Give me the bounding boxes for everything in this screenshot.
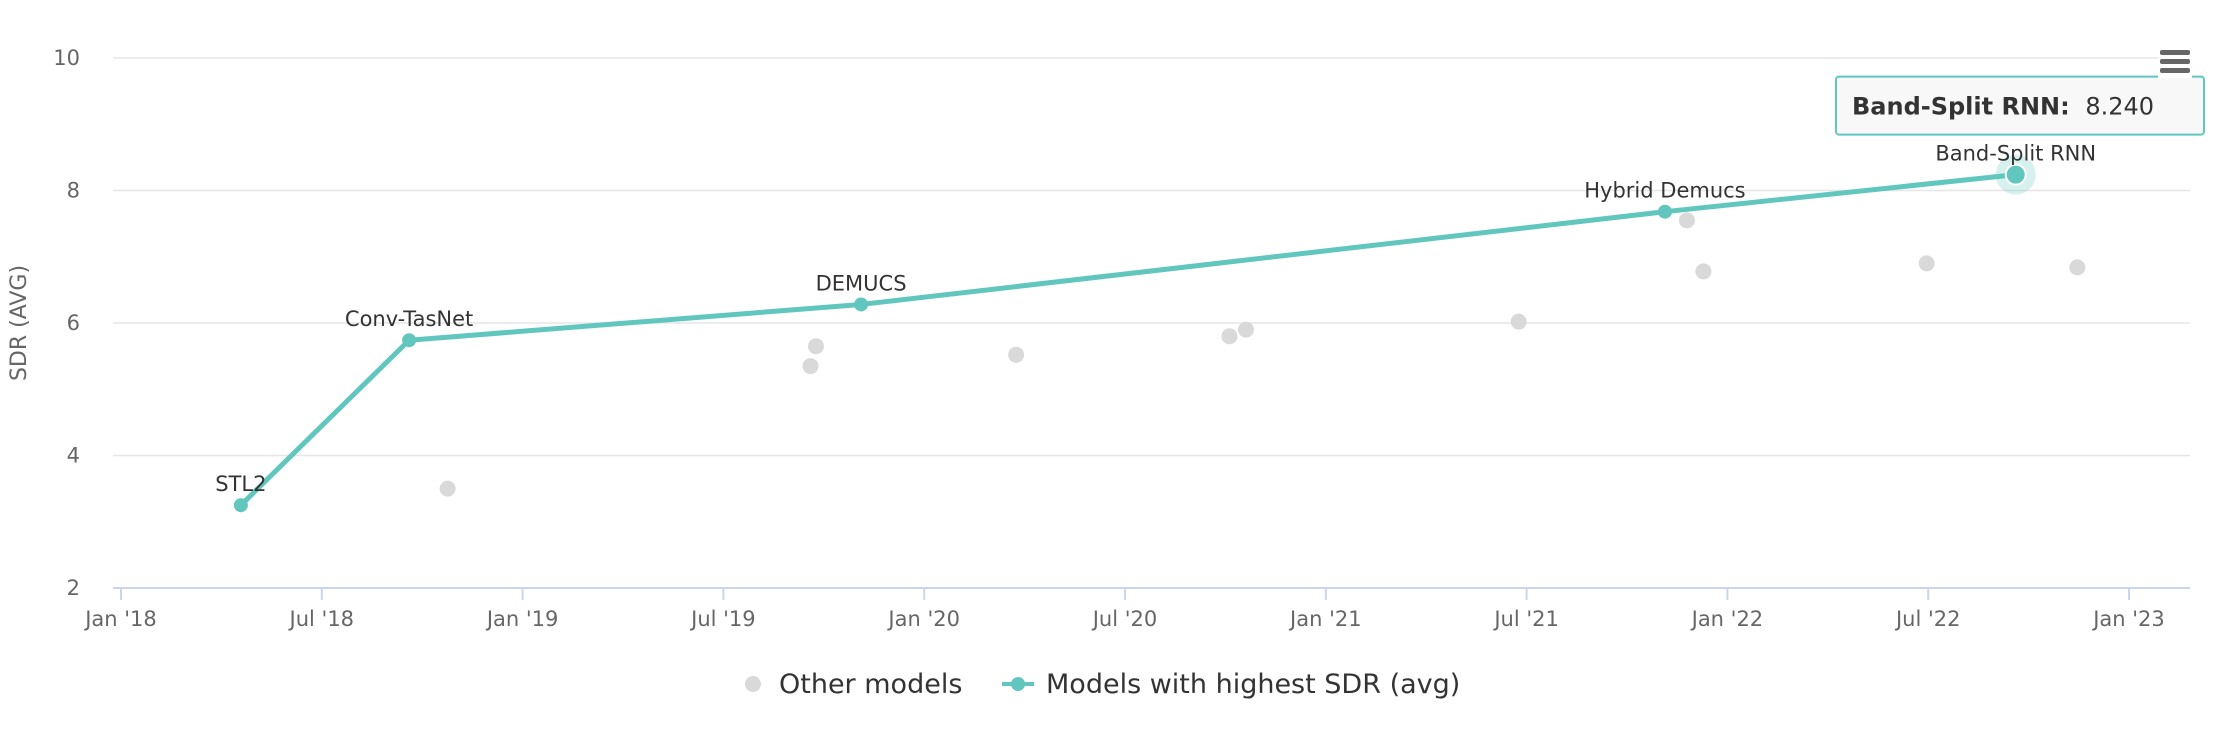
svg-text:Band-Split RNN: 8.240: Band-Split RNN: 8.240: [1852, 93, 2154, 121]
other-model-point: [1678, 212, 1695, 229]
x-tick-label: Jan '20: [886, 607, 960, 631]
other-model-point: [1237, 321, 1254, 338]
y-tick-label: 4: [67, 444, 80, 468]
tooltip-value: 8.240: [2085, 93, 2154, 121]
x-tick-label: Jul '21: [1492, 607, 1559, 631]
other-model-point: [1008, 346, 1025, 363]
legend-label-best: Models with highest SDR (avg): [1046, 669, 1460, 700]
x-tick-label: Jan '18: [83, 607, 157, 631]
other-model-point: [1695, 263, 1712, 280]
y-tick-label: 6: [67, 311, 80, 335]
x-tick-label: Jan '19: [485, 607, 559, 631]
other-model-point: [807, 338, 824, 355]
data-label: Hybrid Demucs: [1584, 179, 1745, 203]
other-model-point: [1221, 328, 1238, 345]
x-tick-label: Jan '22: [1690, 607, 1764, 631]
y-tick-label: 2: [67, 576, 80, 600]
x-tick-label: Jul '22: [1894, 607, 1961, 631]
x-tick-label: Jul '20: [1091, 607, 1158, 631]
legend-marker-other: [745, 676, 761, 692]
legend-item-best-models[interactable]: Models with highest SDR (avg): [1002, 669, 1460, 700]
best-model-point: [2004, 163, 2027, 186]
x-tick-label: Jan '23: [2091, 607, 2165, 631]
y-tick-label: 10: [53, 46, 80, 70]
legend-marker-best: [1011, 677, 1025, 691]
x-tick-label: Jul '19: [689, 607, 756, 631]
best-model-point: [1657, 204, 1672, 219]
other-model-point: [802, 358, 819, 375]
grid-lines: [113, 57, 2190, 457]
data-label: Band-Split RNN: [1935, 142, 2096, 166]
y-tick-label: 8: [67, 179, 80, 203]
best-models-series: [233, 154, 2036, 513]
hamburger-menu-icon[interactable]: [2158, 46, 2192, 78]
tooltip-series-name: Band-Split RNN:: [1852, 93, 2070, 121]
data-label: Conv-TasNet: [345, 307, 473, 331]
y-axis-title: SDR (AVG): [7, 265, 32, 381]
best-model-point: [854, 297, 869, 312]
best-model-point: [233, 498, 248, 513]
other-model-point: [1918, 255, 1935, 272]
y-axis: 2 4 6 8 10: [53, 46, 80, 600]
point-labels: STL2 Conv-TasNet DEMUCS Hybrid Demucs Band-S…: [215, 142, 2096, 497]
other-model-point: [439, 480, 456, 497]
other-model-point: [2069, 259, 2086, 276]
legend: Other models Models with highest SDR (av…: [745, 669, 1460, 700]
legend-item-other-models[interactable]: Other models: [745, 669, 962, 700]
x-axis: Jan '18 Jul '18 Jan '19 Jul '19 Jan '20 Jul '…: [83, 587, 2190, 631]
tooltip: Band-Split RNN: 8.240: [1835, 75, 2205, 136]
data-label: DEMUCS: [816, 271, 907, 295]
legend-label-other: Other models: [779, 669, 962, 700]
best-model-point: [402, 333, 417, 348]
x-tick-label: Jan '21: [1288, 607, 1362, 631]
data-label: STL2: [215, 472, 266, 496]
other-model-point: [1510, 313, 1527, 330]
other-models-series: [439, 212, 2086, 497]
x-tick-label: Jul '18: [288, 607, 355, 631]
